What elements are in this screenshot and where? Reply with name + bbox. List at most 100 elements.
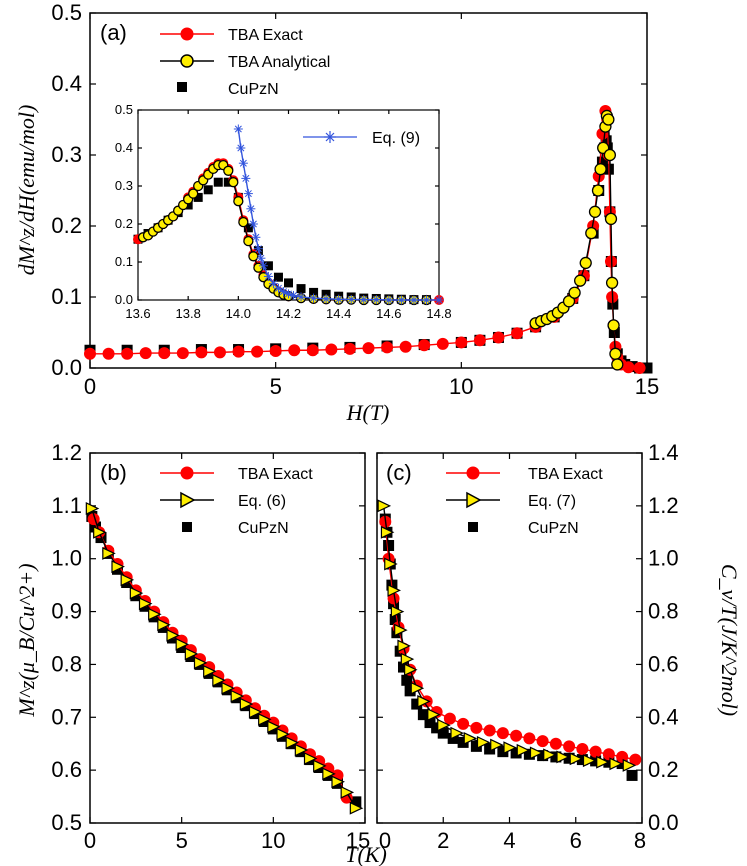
data-point-triangle — [212, 673, 226, 687]
data-point-asterisk — [258, 261, 268, 271]
data-point-square — [411, 698, 423, 710]
data-point-asterisk — [243, 189, 253, 199]
data-point-triangle — [463, 731, 478, 745]
asterisk-stroke — [335, 295, 343, 303]
panel-c-label: (c) — [386, 460, 412, 485]
asterisk-stroke — [252, 233, 260, 241]
data-point-triangle — [322, 767, 336, 781]
data-point-red-circle — [523, 732, 536, 745]
data-point-red-circle — [121, 347, 134, 360]
legend-marker-red-circle — [180, 27, 194, 41]
data-point-triangle — [166, 628, 180, 642]
data-point-yellow-circle — [188, 188, 199, 199]
panel-c-legend: TBA Exact Eq. (7) CuPzN — [446, 466, 603, 537]
data-point-square — [641, 362, 653, 374]
inset-legend-label: Eq. (9) — [372, 130, 420, 147]
data-point-asterisk — [421, 295, 431, 305]
data-point-yellow-circle — [591, 184, 605, 197]
panel-b-series — [85, 502, 364, 815]
data-point-asterisk — [296, 292, 306, 302]
panel-a-legend: TBA Exact TBA Analytical CuPzN — [160, 27, 330, 98]
legend-marker-square — [177, 82, 187, 92]
data-point-yellow-circle — [594, 163, 607, 176]
panel-b-ytick-label: 0.7 — [51, 704, 82, 729]
data-point-triangle — [203, 664, 217, 678]
data-point-asterisk — [236, 143, 246, 153]
data-point-red-circle — [362, 342, 375, 355]
asterisk-stroke — [274, 284, 282, 292]
panel-b-ytick-label: 1.0 — [51, 546, 82, 571]
panel-b-ytick-label: 0.6 — [51, 757, 82, 782]
data-point-asterisk — [284, 289, 293, 299]
asterisk-stroke — [259, 262, 267, 270]
data-point-red-circle — [602, 748, 615, 761]
panel-b: 0.5 0.6 0.7 0.8 0.9 1.0 1.1 1.2 0 5 10 1… — [14, 440, 370, 853]
data-point-asterisk — [434, 295, 444, 305]
data-point-red-circle — [158, 347, 171, 360]
data-point-square — [600, 135, 612, 147]
asterisk-stroke — [254, 245, 262, 253]
data-point-yellow-circle — [605, 276, 619, 289]
data-point-yellow-circle — [233, 196, 244, 207]
legend-label: CuPzN — [238, 520, 289, 537]
data-point-red-circle — [306, 344, 319, 357]
data-point-square — [437, 727, 449, 739]
data-point-triangle — [239, 697, 254, 711]
panel-a-ytick-label: 0.3 — [51, 142, 82, 167]
panel-c-frame — [376, 452, 643, 824]
panel-b-label: (b) — [100, 460, 127, 485]
data-point-triangle — [102, 546, 116, 560]
panel-a-ytick-label: 0.1 — [51, 284, 82, 309]
data-point-square — [193, 192, 203, 202]
asterisk-stroke — [279, 288, 287, 296]
legend-label: Eq. (7) — [528, 493, 576, 510]
data-point-red-circle — [455, 336, 468, 349]
panel-a-label: (a) — [100, 20, 127, 45]
legend-label: TBA Exact — [238, 466, 313, 483]
data-point-triangle — [556, 750, 570, 764]
data-point-square — [284, 278, 293, 288]
data-point-red-circle — [492, 331, 505, 344]
data-point-square — [213, 177, 223, 187]
inset-xtick-label: 14.8 — [426, 306, 451, 321]
panel-a-xlabel: H(T) — [346, 400, 390, 425]
panel-b-ylabel: M^z(μ_B/Cu^2+) — [14, 563, 39, 717]
data-point-red-circle — [232, 345, 245, 358]
asterisk-stroke — [234, 125, 242, 133]
data-point-triangle — [313, 759, 327, 773]
data-point-asterisk — [241, 173, 251, 183]
asterisk-stroke — [257, 254, 265, 262]
legend-label: CuPzN — [228, 81, 279, 98]
data-point-triangle — [175, 637, 190, 651]
inset-xtick-label: 14.0 — [226, 306, 251, 321]
data-point-square — [401, 674, 413, 686]
panels-bc-xlabel: T(K) — [345, 842, 387, 866]
data-point-triangle — [503, 741, 517, 755]
data-point-triangle — [596, 755, 610, 769]
asterisk-stroke — [244, 190, 252, 198]
data-point-red-circle — [251, 345, 264, 358]
panel-c-ytick-label: 0.6 — [648, 651, 679, 676]
data-point-asterisk — [251, 232, 261, 242]
data-point-triangle — [380, 525, 395, 539]
data-point-red-circle — [470, 721, 483, 734]
data-point-square — [550, 751, 562, 763]
data-point-triangle — [157, 618, 171, 632]
data-point-red-circle — [473, 334, 486, 347]
data-point-triangle — [622, 758, 637, 772]
legend-label: TBA Exact — [528, 466, 603, 483]
data-point-triangle — [294, 743, 309, 757]
panel-c-ytick-label: 0.2 — [648, 757, 679, 782]
asterisk-stroke — [385, 296, 393, 304]
data-point-red-circle — [381, 341, 394, 354]
data-point-square — [431, 722, 443, 734]
data-point-asterisk — [253, 244, 263, 254]
data-point-triangle — [285, 736, 300, 750]
data-point-red-circle — [622, 361, 635, 374]
panel-a-ytick-label: 0.0 — [51, 355, 82, 380]
data-point-square — [273, 272, 283, 282]
data-point-triangle — [450, 726, 464, 740]
data-point-triangle — [417, 694, 431, 708]
data-point-yellow-circle — [609, 347, 622, 360]
